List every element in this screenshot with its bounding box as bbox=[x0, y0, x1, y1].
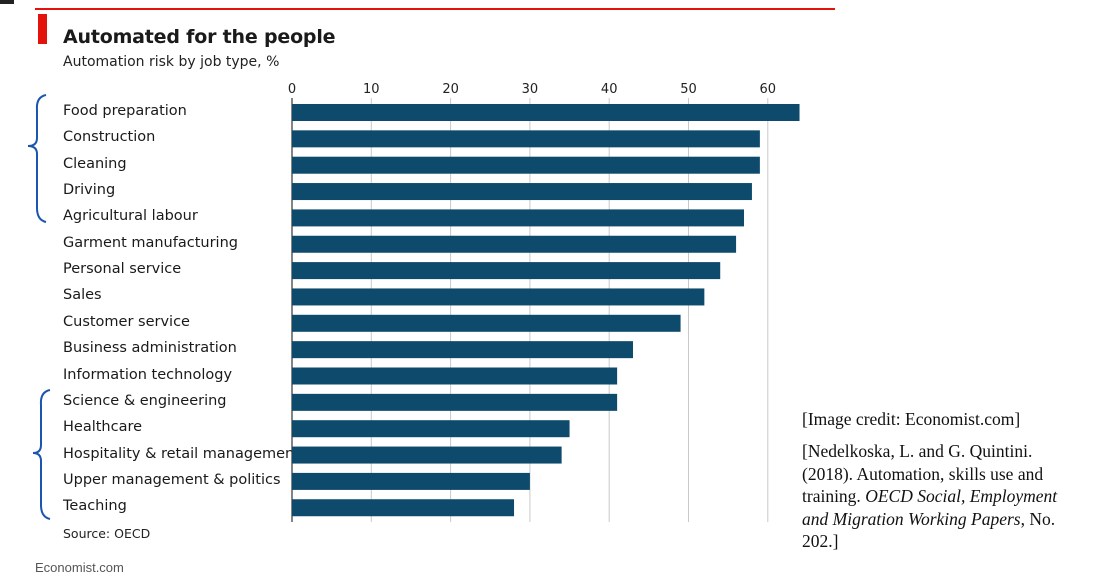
bar bbox=[292, 472, 530, 490]
category-label: Garment manufacturing bbox=[63, 234, 238, 251]
tick-label-50: 50 bbox=[680, 82, 697, 97]
corner-mark bbox=[0, 0, 14, 4]
category-label: Cleaning bbox=[63, 155, 127, 172]
tick-label-0: 0 bbox=[288, 82, 296, 97]
category-label: Healthcare bbox=[63, 419, 143, 436]
category-label: Personal service bbox=[63, 261, 182, 278]
bar bbox=[292, 499, 515, 517]
header-rule bbox=[35, 8, 835, 10]
brace-bottom bbox=[32, 389, 51, 520]
reference-citation: [Nedelkoska, L. and G. Quintini. (2018).… bbox=[802, 440, 1082, 553]
category-label: Sales bbox=[63, 287, 102, 304]
bar bbox=[292, 367, 618, 385]
tick-label-60: 60 bbox=[760, 82, 777, 97]
annotation-braces bbox=[27, 94, 51, 520]
category-label: Information technology bbox=[63, 366, 233, 383]
chart-source: Source: OECD bbox=[63, 526, 151, 541]
reference-journal: OECD Social, Employment and Migration Wo… bbox=[802, 486, 1058, 529]
bar bbox=[292, 420, 570, 438]
brace-top bbox=[27, 94, 47, 223]
chart-subtitle: Automation risk by job type, % bbox=[63, 54, 280, 70]
image-credit: [Image credit: Economist.com] bbox=[802, 409, 1021, 429]
category-label: Agricultural labour bbox=[63, 208, 198, 225]
category-label: Business administration bbox=[63, 340, 237, 357]
bar bbox=[292, 393, 618, 411]
bar bbox=[292, 446, 562, 464]
reference-text: [Nedelkoska, L. and G. Quintini. (2018).… bbox=[802, 441, 1044, 506]
brand-footer: Economist.com bbox=[35, 560, 124, 575]
chart-title: Automated for the people bbox=[63, 26, 336, 48]
reference-number: , No. 202.] bbox=[802, 508, 1056, 552]
tick-label-20: 20 bbox=[442, 82, 459, 97]
category-label: Customer service bbox=[63, 313, 190, 330]
category-label: Science & engineering bbox=[63, 392, 227, 409]
bar bbox=[292, 262, 721, 280]
category-label: Food preparation bbox=[63, 103, 187, 119]
bar bbox=[292, 341, 633, 359]
category-label: Teaching bbox=[63, 498, 127, 515]
red-tag bbox=[38, 14, 47, 44]
tick-label-10: 10 bbox=[363, 82, 380, 97]
category-label: Construction bbox=[63, 129, 156, 146]
bar bbox=[292, 235, 737, 253]
tick-label-40: 40 bbox=[601, 82, 618, 97]
bar bbox=[292, 156, 760, 174]
bar bbox=[292, 209, 745, 227]
bar bbox=[292, 288, 705, 306]
bar bbox=[292, 130, 760, 148]
tick-label-30: 30 bbox=[522, 82, 539, 97]
category-label: Hospitality & retail management bbox=[63, 445, 300, 462]
bar bbox=[292, 183, 752, 201]
bar bbox=[292, 314, 681, 332]
bar bbox=[292, 104, 800, 121]
category-label: Driving bbox=[63, 182, 116, 199]
category-label: Upper management & politics bbox=[63, 471, 281, 488]
